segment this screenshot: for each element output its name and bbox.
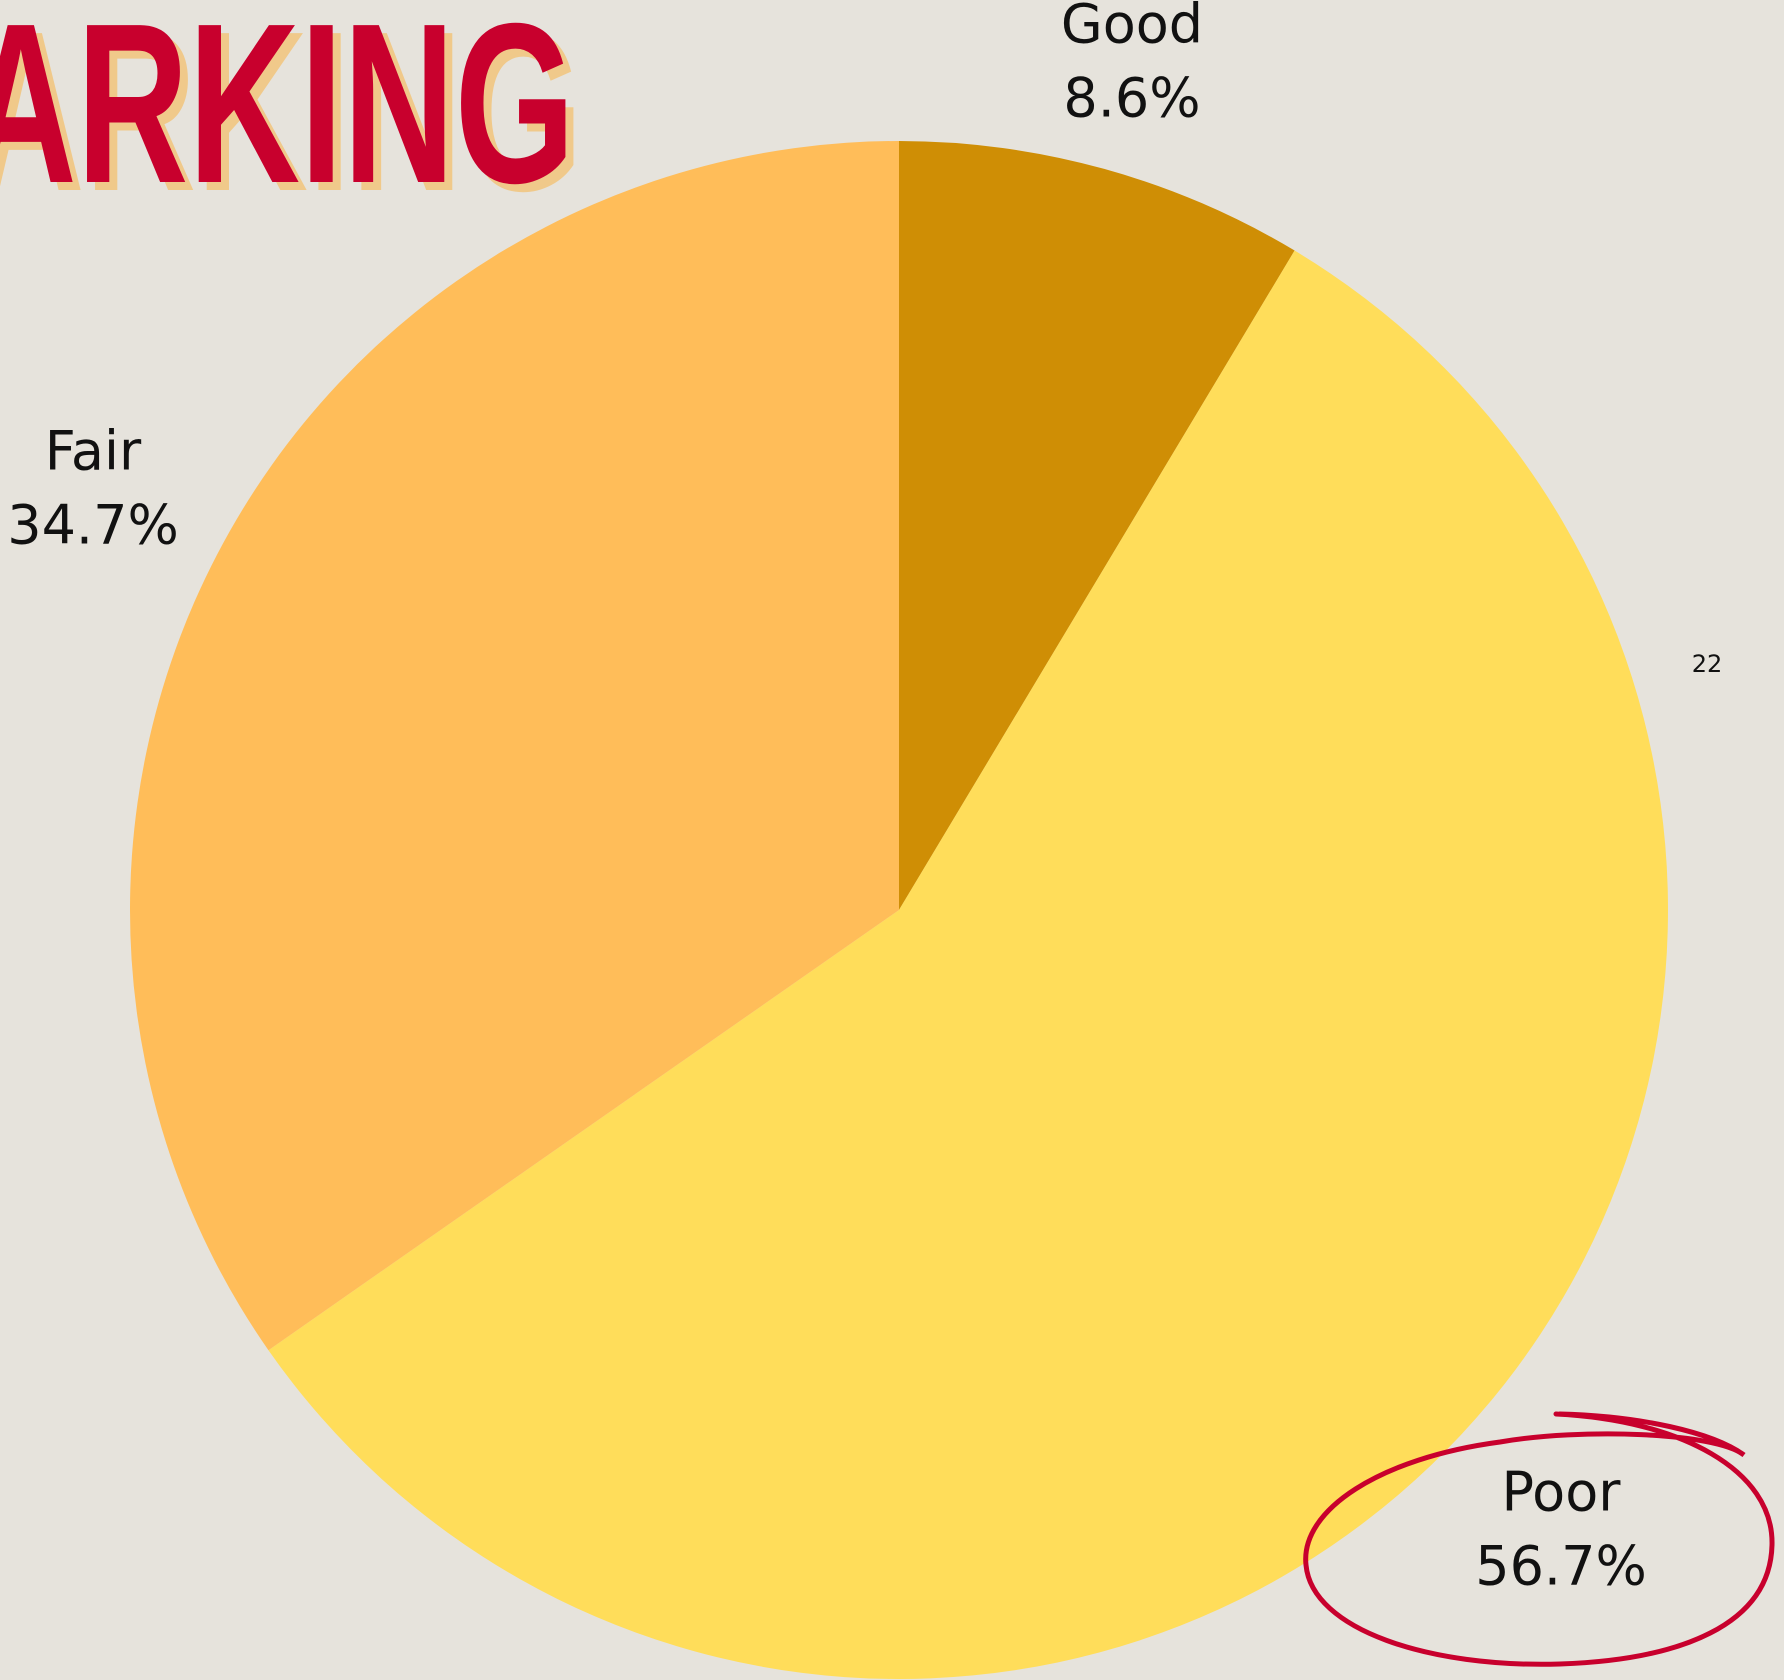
slice-value-label: 8.6% [1063,67,1200,130]
pie-slice [268,250,1668,1679]
highlight-circle [1303,1411,1775,1667]
pie [129,141,1668,1679]
slice-label: Poor [1502,1461,1622,1524]
page-number: 22 [1692,650,1723,678]
chart-title: ARKING [0,0,575,231]
title-shadow: ARKING [0,0,583,239]
slice-value-label: 56.7% [1475,1535,1647,1598]
slice-label: Good [1061,0,1203,56]
slice-label: Fair [45,420,142,483]
slice-value-label: 34.7% [7,494,179,557]
pie-slice [129,141,899,1351]
pie-slice [899,141,1295,910]
